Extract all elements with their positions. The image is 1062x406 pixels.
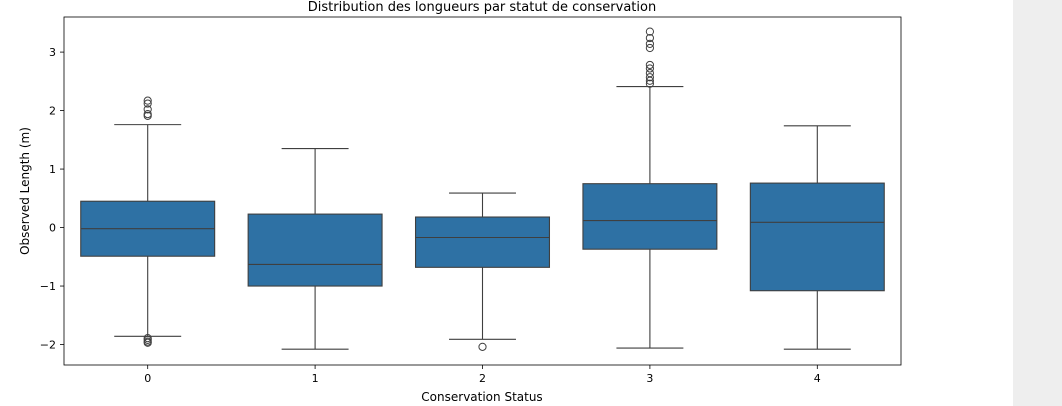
- y-tick-label: 3: [49, 46, 56, 59]
- y-axis: −2 −1 0 1 2 3: [40, 46, 64, 352]
- outlier-point: [478, 342, 487, 351]
- outlier-point: [645, 73, 655, 82]
- y-tick-label: 0: [49, 222, 56, 235]
- box-plot-chart: Distribution des longueurs par statut de…: [18, 0, 902, 404]
- box-group-3: [582, 27, 718, 349]
- y-tick-label: −2: [40, 339, 56, 352]
- box-group-0: [80, 96, 216, 347]
- box-group-1: [247, 148, 383, 350]
- outlier-point: [645, 39, 655, 49]
- chart-title: Distribution des longueurs par statut de…: [308, 0, 656, 15]
- box-iqr: [414, 216, 551, 268]
- box-iqr: [582, 183, 718, 250]
- y-tick-label: 1: [49, 163, 56, 176]
- y-tick-label: −1: [40, 280, 56, 293]
- outlier-point: [645, 60, 655, 70]
- outlier-point: [645, 64, 655, 73]
- notebook-output-area: Distribution des longueurs par statut de…: [18, 0, 902, 404]
- x-tick-label: 0: [144, 372, 151, 385]
- x-tick-label: 3: [646, 372, 653, 385]
- x-tick-label: 2: [479, 372, 486, 385]
- x-axis: 0 1 2 3 4: [144, 365, 821, 385]
- outlier-point: [143, 338, 152, 347]
- box-group-2: [414, 192, 551, 351]
- outlier-point: [645, 69, 655, 78]
- box-iqr: [247, 213, 383, 287]
- x-tick-label: 4: [814, 372, 821, 385]
- outlier-point: [143, 96, 152, 105]
- y-axis-label: Observed Length (m): [18, 127, 32, 255]
- box-series: [80, 27, 885, 351]
- outlier-point: [143, 99, 152, 108]
- side-panel: [1013, 0, 1062, 406]
- y-tick-label: 2: [49, 105, 56, 118]
- outlier-point: [143, 105, 152, 114]
- outlier-point: [645, 79, 655, 88]
- box-group-4: [749, 125, 885, 350]
- x-axis-label: Conservation Status: [421, 390, 542, 404]
- outlier-point: [645, 43, 655, 53]
- box-iqr: [749, 182, 885, 292]
- x-tick-label: 1: [312, 372, 319, 385]
- outlier-point: [645, 27, 655, 36]
- outlier-point: [645, 33, 655, 43]
- outlier-point: [143, 109, 152, 119]
